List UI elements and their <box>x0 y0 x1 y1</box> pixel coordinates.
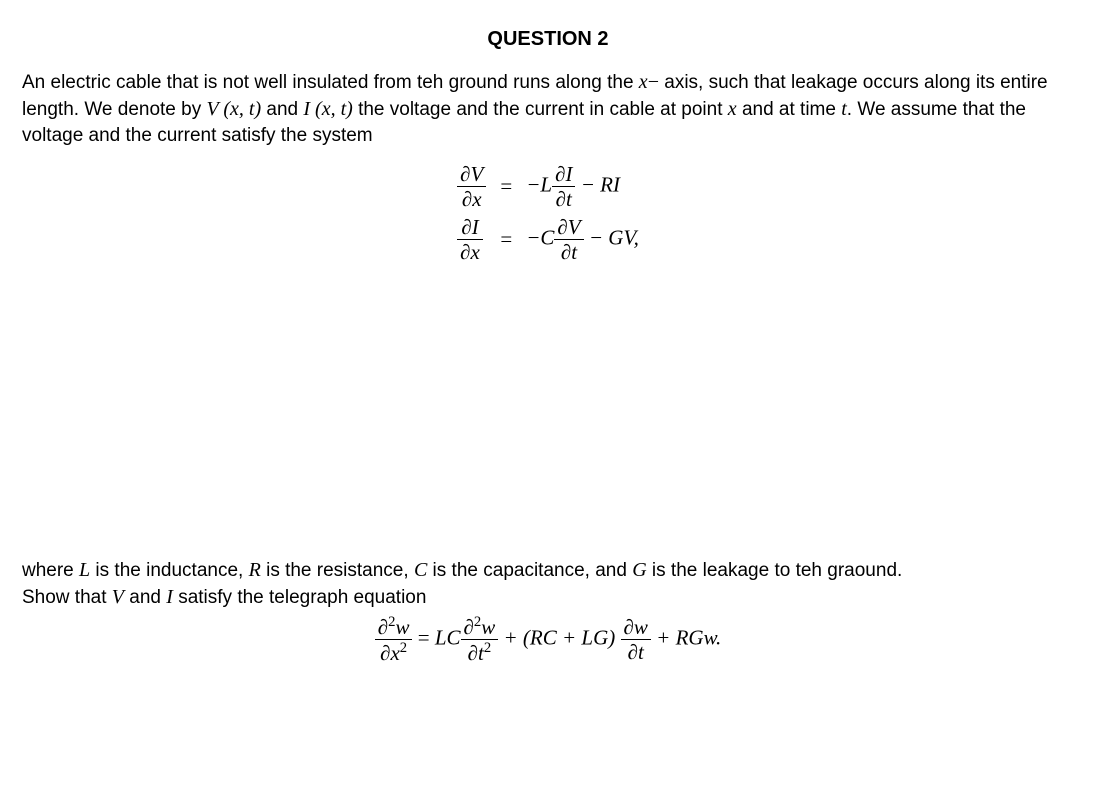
tele-lhs-den-exp: 2 <box>400 640 407 656</box>
para1-text-c: and <box>261 99 303 120</box>
eq2-rhs-num: ∂V <box>557 215 580 239</box>
eq1-equals: = <box>494 161 518 212</box>
equation-1-row: ∂V ∂x = −L ∂I ∂t − RI <box>451 161 645 212</box>
eq1-rhs-suffix: − RI <box>575 172 620 196</box>
para2-text-c: is the resistance, <box>261 560 414 581</box>
symbol-C: C <box>414 559 427 581</box>
para3-text-a: Show that <box>22 587 112 608</box>
symbol-I-xt: I (x, t) <box>303 98 352 120</box>
eq2-rhs-suffix: − GV, <box>584 225 639 249</box>
tele-t1-num-w: w <box>481 615 495 639</box>
system-equations: ∂V ∂x = −L ∂I ∂t − RI ∂I ∂x <box>22 159 1074 267</box>
symbol-L: L <box>79 559 90 581</box>
tele-t2-den: ∂t <box>628 640 644 664</box>
eq1-rhs-den: ∂t <box>556 187 572 211</box>
eq1-lhs-num: ∂V <box>460 162 483 186</box>
para2-text-b: is the inductance, <box>90 560 248 581</box>
symbol-V-xt: V (x, t) <box>207 98 262 120</box>
symbol-I: I <box>166 586 173 608</box>
eq1-rhs-num: ∂I <box>555 162 572 186</box>
eq1-lhs: ∂V ∂x <box>451 161 492 212</box>
tele-t1-den-exp: 2 <box>484 640 491 656</box>
eq2-lhs-num: ∂I <box>461 215 478 239</box>
tele-lhs-num-d: ∂ <box>378 615 388 639</box>
tele-lhs-frac: ∂2w ∂x2 <box>375 615 413 664</box>
eq1-rhs: −L ∂I ∂t − RI <box>520 161 645 212</box>
eq2-rhs-den: ∂t <box>561 240 577 264</box>
eq2-equals: = <box>494 214 518 265</box>
tele-lhs-den-dx: ∂x <box>380 641 400 665</box>
question-title: QUESTION 2 <box>22 28 1074 51</box>
para2-text-a: where <box>22 560 79 581</box>
tele-lhs-num-w: w <box>395 615 409 639</box>
tele-plus2: + RGw. <box>651 625 721 649</box>
equation-2-row: ∂I ∂x = −C ∂V ∂t − GV, <box>451 214 645 265</box>
symbol-G: G <box>632 559 646 581</box>
eq2-lhs: ∂I ∂x <box>451 214 492 265</box>
para2-text-e: is the leakage to teh graound. <box>647 560 903 581</box>
tele-t1-frac: ∂2w ∂t2 <box>461 615 499 664</box>
eq2-rhs: −C ∂V ∂t − GV, <box>520 214 645 265</box>
symbol-V: V <box>112 586 124 608</box>
page: QUESTION 2 An electric cable that is not… <box>0 0 1096 684</box>
telegraph-equation-content: ∂2w ∂x2 = LC ∂2w ∂t2 + (RC + LG) ∂w ∂t +… <box>375 615 722 664</box>
para3-text-c: satisfy the telegraph equation <box>173 587 427 608</box>
tele-t2-num: ∂w <box>624 615 648 639</box>
tele-t1-num-d: ∂ <box>464 615 474 639</box>
vertical-gap <box>22 267 1074 557</box>
eq1-rhs-prefix: −L <box>526 172 552 196</box>
tele-t1-coef: LC <box>435 625 461 649</box>
symbol-x: x <box>639 71 648 93</box>
symbol-x-2: x <box>728 98 737 120</box>
tele-plus1: + (RC + LG) <box>498 625 620 649</box>
tele-t1-den-dt: ∂t <box>468 641 484 665</box>
para2-text-d: is the capacitance, and <box>427 560 632 581</box>
para1-text-e: and at time <box>737 99 842 120</box>
paragraph-3: Show that V and I satisfy the telegraph … <box>22 584 1074 611</box>
telegraph-equation: ∂2w ∂x2 = LC ∂2w ∂t2 + (RC + LG) ∂w ∂t +… <box>22 615 1074 664</box>
paragraph-1: An electric cable that is not well insul… <box>22 69 1074 149</box>
para1-text-d: the voltage and the current in cable at … <box>353 99 728 120</box>
tele-equals: = <box>412 625 434 649</box>
eq2-lhs-den: ∂x <box>460 240 480 264</box>
para1-text-a: An electric cable that is not well insul… <box>22 72 639 93</box>
para3-text-b: and <box>124 587 166 608</box>
eq2-rhs-prefix: −C <box>526 225 554 249</box>
symbol-R: R <box>249 559 261 581</box>
tele-t2-frac: ∂w ∂t <box>621 616 651 663</box>
symbol-minus: − <box>648 71 659 93</box>
eq1-lhs-den: ∂x <box>462 187 482 211</box>
system-equations-table: ∂V ∂x = −L ∂I ∂t − RI ∂I ∂x <box>449 159 647 267</box>
paragraph-2: where L is the inductance, R is the resi… <box>22 557 1074 584</box>
